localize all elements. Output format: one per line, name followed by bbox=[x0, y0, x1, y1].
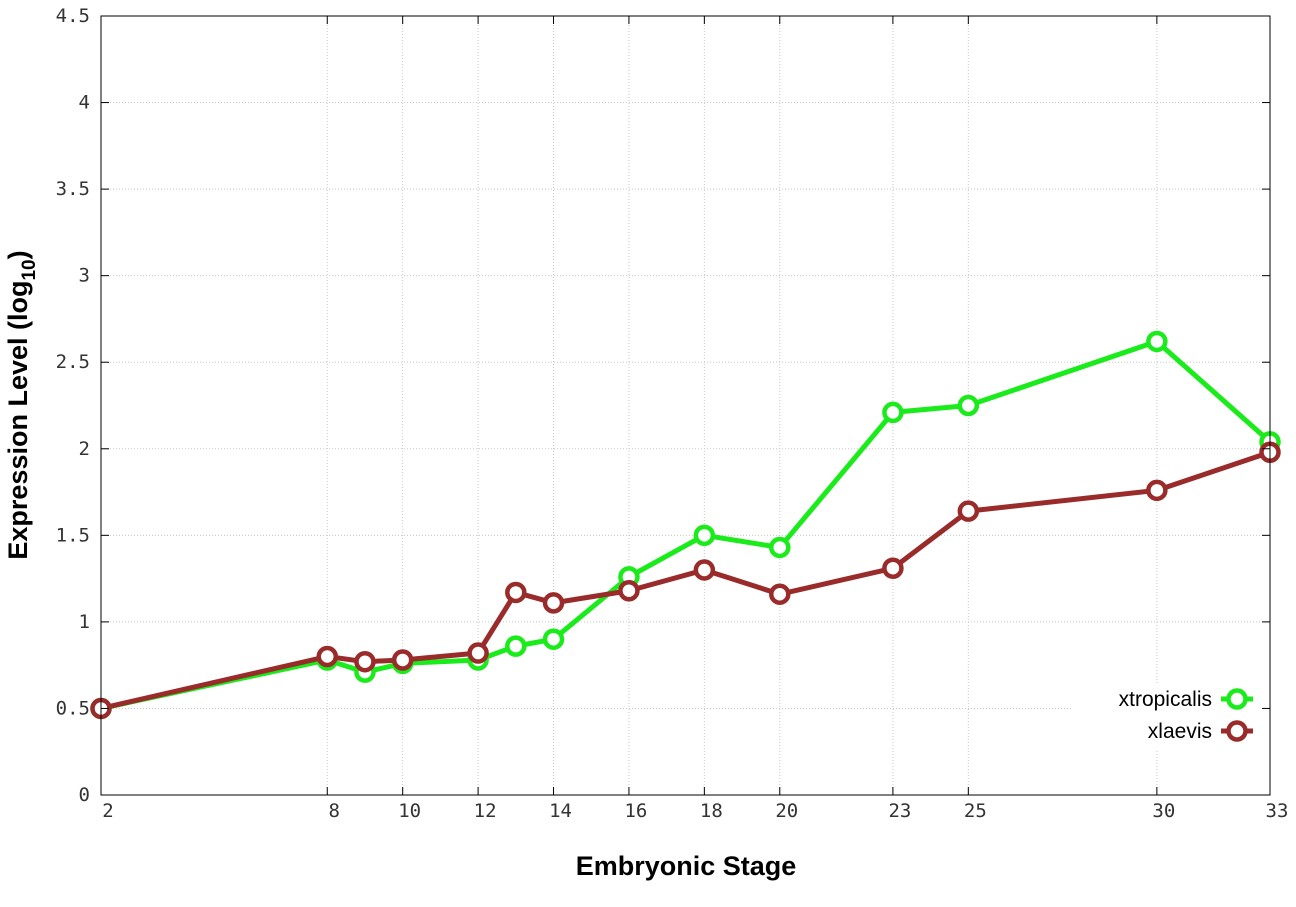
legend: xtropicalis xlaevis bbox=[1072, 683, 1262, 750]
x-tick-label: 12 bbox=[474, 800, 497, 822]
y-tick-label: 3 bbox=[79, 265, 90, 287]
x-tick-label: 8 bbox=[329, 800, 340, 822]
x-tick-label: 10 bbox=[398, 800, 421, 822]
plot-frame bbox=[100, 15, 1271, 796]
data-point bbox=[391, 649, 414, 671]
data-point bbox=[618, 579, 640, 602]
y-tick-label: 1 bbox=[79, 611, 90, 633]
y-axis-title-main: Expression Level (log bbox=[3, 281, 33, 560]
series-line bbox=[100, 338, 1272, 711]
legend-label-xtropicalis: xtropicalis bbox=[1119, 688, 1212, 711]
y-tick-label: 0.5 bbox=[56, 697, 90, 719]
x-tick-label: 25 bbox=[964, 800, 987, 822]
data-point bbox=[1146, 479, 1168, 502]
data-point bbox=[354, 650, 376, 673]
y-tick-label: 0 bbox=[79, 784, 90, 806]
data-point bbox=[882, 401, 904, 424]
x-tick-label: 16 bbox=[624, 800, 647, 822]
y-tick-label: 2.5 bbox=[56, 351, 90, 373]
y-axis-title-close: ) bbox=[3, 250, 33, 259]
data-point bbox=[542, 628, 565, 650]
x-axis-title: Embryonic Stage bbox=[576, 851, 797, 881]
data-point bbox=[693, 524, 716, 547]
plot-series bbox=[90, 330, 1281, 720]
data-point bbox=[505, 581, 527, 604]
x-tick-label: 20 bbox=[775, 800, 798, 822]
y-tick-label: 4 bbox=[79, 92, 90, 114]
series-xlaevis bbox=[90, 441, 1281, 720]
x-tick-label: 14 bbox=[549, 800, 572, 822]
y-tick-label: 2 bbox=[79, 438, 90, 460]
grid bbox=[101, 16, 1270, 795]
data-point bbox=[882, 557, 904, 579]
x-tick-label: 18 bbox=[700, 800, 723, 822]
y-axis-title-subscript: 10 bbox=[19, 259, 40, 280]
y-tick-label: 1.5 bbox=[56, 524, 90, 546]
y-axis-title: Expression Level (log10) bbox=[3, 250, 40, 559]
series-line bbox=[100, 449, 1271, 711]
data-point bbox=[957, 500, 980, 522]
data-point bbox=[957, 394, 980, 417]
x-tick-label: 23 bbox=[888, 800, 911, 822]
x-tick-label: 33 bbox=[1266, 800, 1289, 822]
y-tick-label: 3.5 bbox=[56, 178, 90, 200]
data-point bbox=[316, 645, 339, 668]
data-point bbox=[505, 635, 527, 657]
legend-label-xlaevis: xlaevis bbox=[1148, 720, 1212, 743]
data-point bbox=[769, 536, 791, 559]
data-point bbox=[467, 642, 489, 664]
y-tick-label: 4.5 bbox=[56, 5, 90, 27]
data-point bbox=[1146, 330, 1168, 353]
data-point bbox=[693, 559, 716, 581]
legend-swatch-marker bbox=[1226, 688, 1248, 710]
x-tick-label: 30 bbox=[1152, 800, 1175, 822]
legend-swatch-marker bbox=[1226, 720, 1248, 742]
data-point bbox=[769, 583, 791, 605]
data-point bbox=[542, 592, 565, 614]
axis-ticks: 0 0.5 1 1.5 2 2.5 3 3.5 4 4.5 2 8 10 12 14 16 18 20 23 25 30… bbox=[56, 5, 1289, 822]
x-tick-label: 2 bbox=[102, 800, 113, 822]
series-xtropicalis bbox=[90, 330, 1281, 720]
